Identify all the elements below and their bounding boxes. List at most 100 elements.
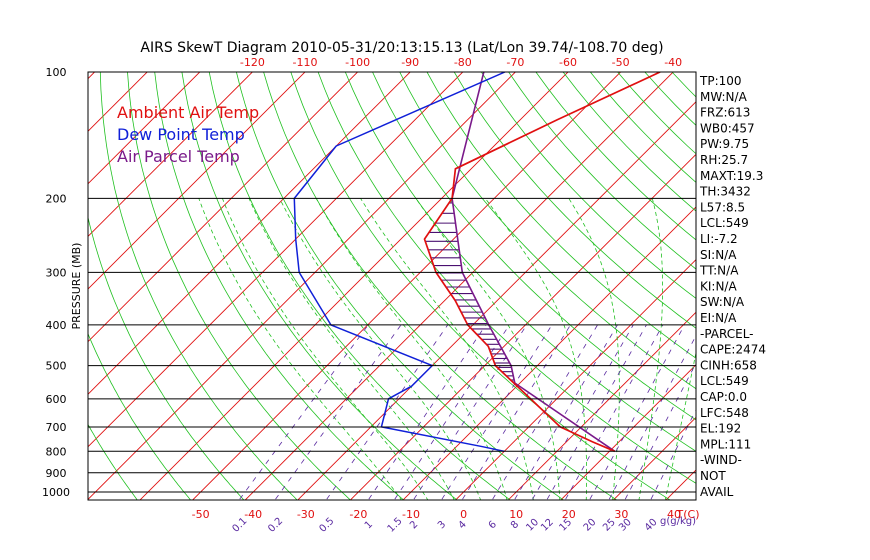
legend-entry: Ambient Air Temp	[117, 103, 259, 122]
dry-adiabat-line	[781, 72, 870, 501]
moist-adiabat-line	[484, 198, 588, 500]
pressure-tick-label: 200	[46, 192, 67, 205]
isotherm-line	[454, 258, 696, 500]
mixing-ratio-line	[441, 324, 553, 500]
stability-index-label: CINH:658	[700, 358, 757, 372]
y-axis-label: PRESSURE (MB)	[70, 243, 83, 330]
moist-adiabat-line	[568, 198, 620, 500]
bottom-temperature-tick: -10	[402, 508, 420, 521]
parcel-temp-line	[451, 72, 616, 452]
stability-index-label: PW:9.75	[700, 137, 749, 151]
skewt-grid	[88, 63, 870, 501]
isotherm-line	[770, 63, 870, 501]
stability-index-label: TH:3432	[699, 185, 751, 199]
cape-hatch	[425, 202, 515, 381]
pressure-tick-label: 700	[46, 421, 67, 434]
stability-index-label: LCL:549	[700, 374, 749, 388]
mixing-ratio-line	[326, 324, 449, 500]
top-temperature-tick: -80	[454, 56, 472, 69]
pressure-tick-label: 300	[46, 266, 67, 279]
isotherm-line	[402, 206, 696, 500]
dewpoint-line	[293, 72, 506, 453]
bottom-temperature-tick: 20	[562, 508, 576, 521]
dry-adiabat-line	[208, 72, 511, 500]
bottom-temperature-tick: -40	[244, 508, 262, 521]
pressure-tick-label: 100	[46, 66, 67, 79]
dry-adiabat-line	[88, 332, 192, 500]
isotherm-line	[507, 311, 696, 500]
stability-index-label: SW:N/A	[700, 295, 745, 309]
stability-index-label: -WIND-	[700, 453, 742, 467]
bottom-axis-label: T(C)	[676, 508, 700, 521]
mixing-ratio-unit-label: g(g/kg)	[660, 516, 696, 527]
pressure-tick-label: 800	[46, 445, 67, 458]
stability-index-label: CAPE:2474	[700, 343, 766, 357]
top-temperature-tick: -60	[559, 56, 577, 69]
mixing-ratio-label: 0.5	[318, 516, 337, 535]
stability-index-label: TP:100	[699, 74, 742, 88]
isotherm-line	[244, 72, 674, 500]
moist-adiabat-line	[360, 198, 534, 500]
bottom-temperature-tick: 30	[614, 508, 628, 521]
mixing-ratio-line	[546, 324, 647, 500]
dry-adiabat-line	[372, 72, 696, 421]
mixing-ratio-line	[275, 324, 402, 500]
dry-adiabat-line	[99, 72, 298, 500]
mixing-ratio-line	[413, 324, 528, 500]
isotherm-line	[88, 72, 464, 448]
stability-index-label: WB0:457	[700, 121, 755, 135]
isotherm-line	[88, 72, 306, 290]
pressure-tick-label: 1000	[42, 486, 70, 499]
bottom-temperature-tick: -50	[192, 508, 210, 521]
stability-index-label: MPL:111	[700, 437, 751, 451]
isotherm-line	[88, 72, 411, 395]
mixing-ratio-label: 12	[539, 517, 556, 534]
stability-index-label: KI:N/A	[700, 279, 737, 293]
mixing-ratio-line	[394, 324, 510, 500]
bottom-temperature-tick: -30	[297, 508, 315, 521]
stability-index-label: LFC:548	[700, 406, 749, 420]
chart-title: AIRS SkewT Diagram 2010-05-31/20:13:15.1…	[140, 40, 663, 56]
bottom-temperature-tick: -20	[349, 508, 367, 521]
top-temperature-tick: -110	[293, 56, 318, 69]
moist-adiabat-line	[638, 198, 663, 500]
dry-adiabat-line	[835, 72, 870, 501]
top-temperature-tick: -100	[345, 56, 370, 69]
top-temperature-tick: -70	[506, 56, 524, 69]
isotherm-line	[88, 72, 359, 343]
bottom-temperature-tick: 10	[509, 508, 523, 521]
mixing-ratio-label: 1	[363, 519, 375, 531]
stability-index-label: FRZ:613	[700, 106, 750, 120]
dry-adiabat-line	[317, 72, 696, 484]
dry-adiabat-line	[263, 72, 618, 500]
bottom-temperature-tick: 0	[460, 508, 467, 521]
stability-index-label: RH:25.7	[700, 153, 748, 167]
isotherm-line	[88, 72, 201, 185]
mixing-ratio-label: 3	[436, 519, 448, 531]
dry-adiabat-line	[808, 72, 870, 501]
mixing-ratio-label: 40	[643, 517, 660, 534]
dry-adiabat-line	[426, 72, 696, 359]
moist-adiabat-line	[222, 198, 429, 500]
mixing-ratio-line	[239, 324, 369, 500]
dry-adiabat-line	[88, 423, 138, 500]
dry-adiabat-line	[754, 72, 870, 501]
stability-index-label: TT:N/A	[699, 264, 739, 278]
mixing-ratio-line	[514, 324, 618, 500]
stability-index-label: MAXT:19.3	[700, 169, 763, 183]
plot-border	[87, 71, 697, 501]
moist-adiabat-line	[415, 198, 561, 500]
isotherm-line	[612, 416, 696, 500]
mixing-ratio-label: 6	[487, 519, 499, 531]
stability-index-label: NOT	[700, 469, 726, 483]
profiles	[293, 72, 661, 453]
moist-adiabat-line	[315, 198, 508, 500]
dry-adiabat-line	[154, 72, 405, 500]
stability-index-label: LCL:549	[700, 216, 749, 230]
stability-index-label: EL:192	[700, 422, 741, 436]
top-temperature-tick: -50	[612, 56, 630, 69]
stability-index-label: MW:N/A	[700, 90, 748, 104]
stability-index-label: SI:N/A	[700, 248, 737, 262]
